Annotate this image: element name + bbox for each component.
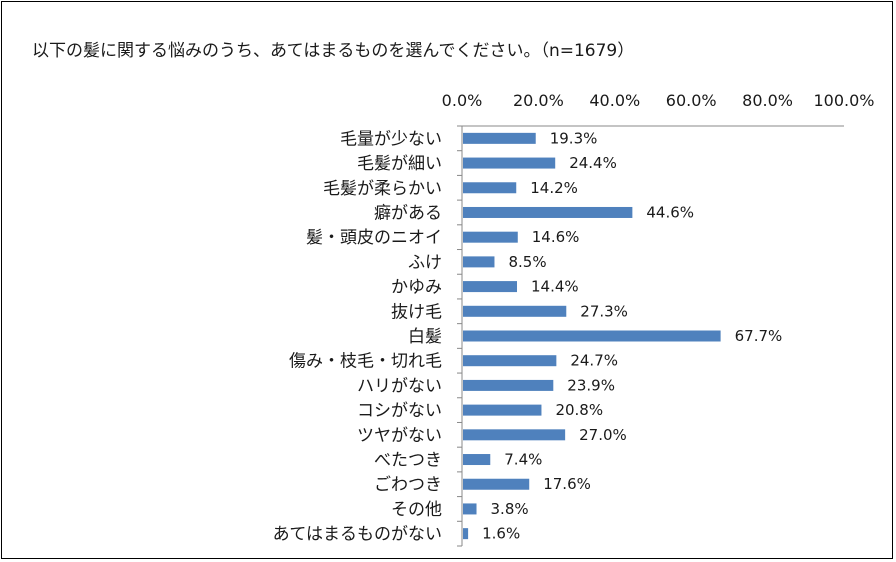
bar bbox=[463, 305, 567, 317]
value-label: 27.3% bbox=[580, 302, 628, 320]
category-label: 白髪 bbox=[408, 327, 442, 347]
category-label: その他 bbox=[391, 500, 442, 520]
bar bbox=[463, 355, 557, 367]
x-tick-label: 40.0% bbox=[589, 91, 640, 110]
value-label: 20.8% bbox=[555, 401, 603, 419]
value-label: 44.6% bbox=[646, 203, 694, 221]
value-label: 17.6% bbox=[543, 475, 591, 493]
category-label: 毛髪が柔らかい bbox=[323, 179, 442, 199]
value-label: 27.0% bbox=[579, 426, 627, 444]
category-label: かゆみ bbox=[391, 278, 442, 298]
category-label: 毛量が少ない bbox=[340, 129, 442, 149]
x-tick-label: 20.0% bbox=[513, 91, 564, 110]
value-label: 7.4% bbox=[504, 451, 542, 469]
category-label: 抜け毛 bbox=[391, 302, 442, 322]
category-label: ふけ bbox=[408, 253, 442, 273]
value-label: 67.7% bbox=[735, 327, 783, 345]
bar bbox=[463, 231, 518, 243]
category-label: ハリがない bbox=[357, 376, 442, 396]
category-label: コシがない bbox=[357, 401, 442, 421]
bar bbox=[463, 206, 633, 218]
chart-title: 以下の髪に関する悩みのうち、あてはまるものを選んでください。（n=1679） bbox=[32, 41, 634, 61]
x-axis-ticks: 0.0% 20.0% 40.0% 60.0% 80.0% 100.0% bbox=[442, 91, 875, 110]
category-label: 傷み・枝毛・切れ毛 bbox=[289, 352, 442, 372]
value-label: 1.6% bbox=[482, 525, 520, 543]
value-label: 24.7% bbox=[570, 352, 618, 370]
bar bbox=[463, 281, 518, 293]
category-label: 髪・頭皮のニオイ bbox=[306, 228, 442, 248]
x-tick-label: 60.0% bbox=[666, 91, 717, 110]
bar bbox=[463, 528, 469, 540]
bar bbox=[463, 379, 554, 391]
value-labels: 19.3% 24.4% 14.2% 44.6% 14.6% 8.5% 14.4%27.3% 6… bbox=[482, 129, 782, 542]
bar bbox=[463, 182, 517, 194]
x-tick-label: 100.0% bbox=[813, 91, 874, 110]
category-label: 癖がある bbox=[374, 203, 442, 223]
value-label: 8.5% bbox=[508, 253, 546, 271]
bar bbox=[463, 404, 542, 416]
bar bbox=[463, 503, 477, 515]
category-label: あてはまるものがない bbox=[273, 525, 442, 545]
category-labels: 毛量が少ない毛髪が細い毛髪が柔らかい癖がある髪・頭皮のニオイふけかゆみ抜け毛白髪… bbox=[273, 129, 442, 544]
bars bbox=[463, 132, 721, 540]
bar bbox=[463, 454, 491, 466]
category-label: ツヤがない bbox=[357, 426, 442, 446]
bar bbox=[463, 256, 495, 268]
value-label: 19.3% bbox=[550, 129, 598, 147]
bar bbox=[463, 132, 536, 144]
x-tick-label: 0.0% bbox=[442, 91, 483, 110]
bar bbox=[463, 478, 530, 490]
x-tick-label: 80.0% bbox=[742, 91, 793, 110]
value-label: 14.6% bbox=[532, 228, 580, 246]
value-label: 24.4% bbox=[569, 154, 617, 172]
bar bbox=[463, 429, 566, 441]
category-label: べたつき bbox=[374, 451, 442, 471]
axes bbox=[457, 125, 844, 547]
bar bbox=[463, 157, 556, 169]
value-label: 3.8% bbox=[491, 500, 529, 518]
value-label: 14.2% bbox=[530, 179, 578, 197]
category-label: 毛髪が細い bbox=[357, 154, 442, 174]
value-label: 23.9% bbox=[567, 376, 615, 394]
category-label: ごわつき bbox=[374, 475, 442, 495]
value-label: 14.4% bbox=[531, 278, 579, 296]
bar bbox=[463, 330, 721, 342]
